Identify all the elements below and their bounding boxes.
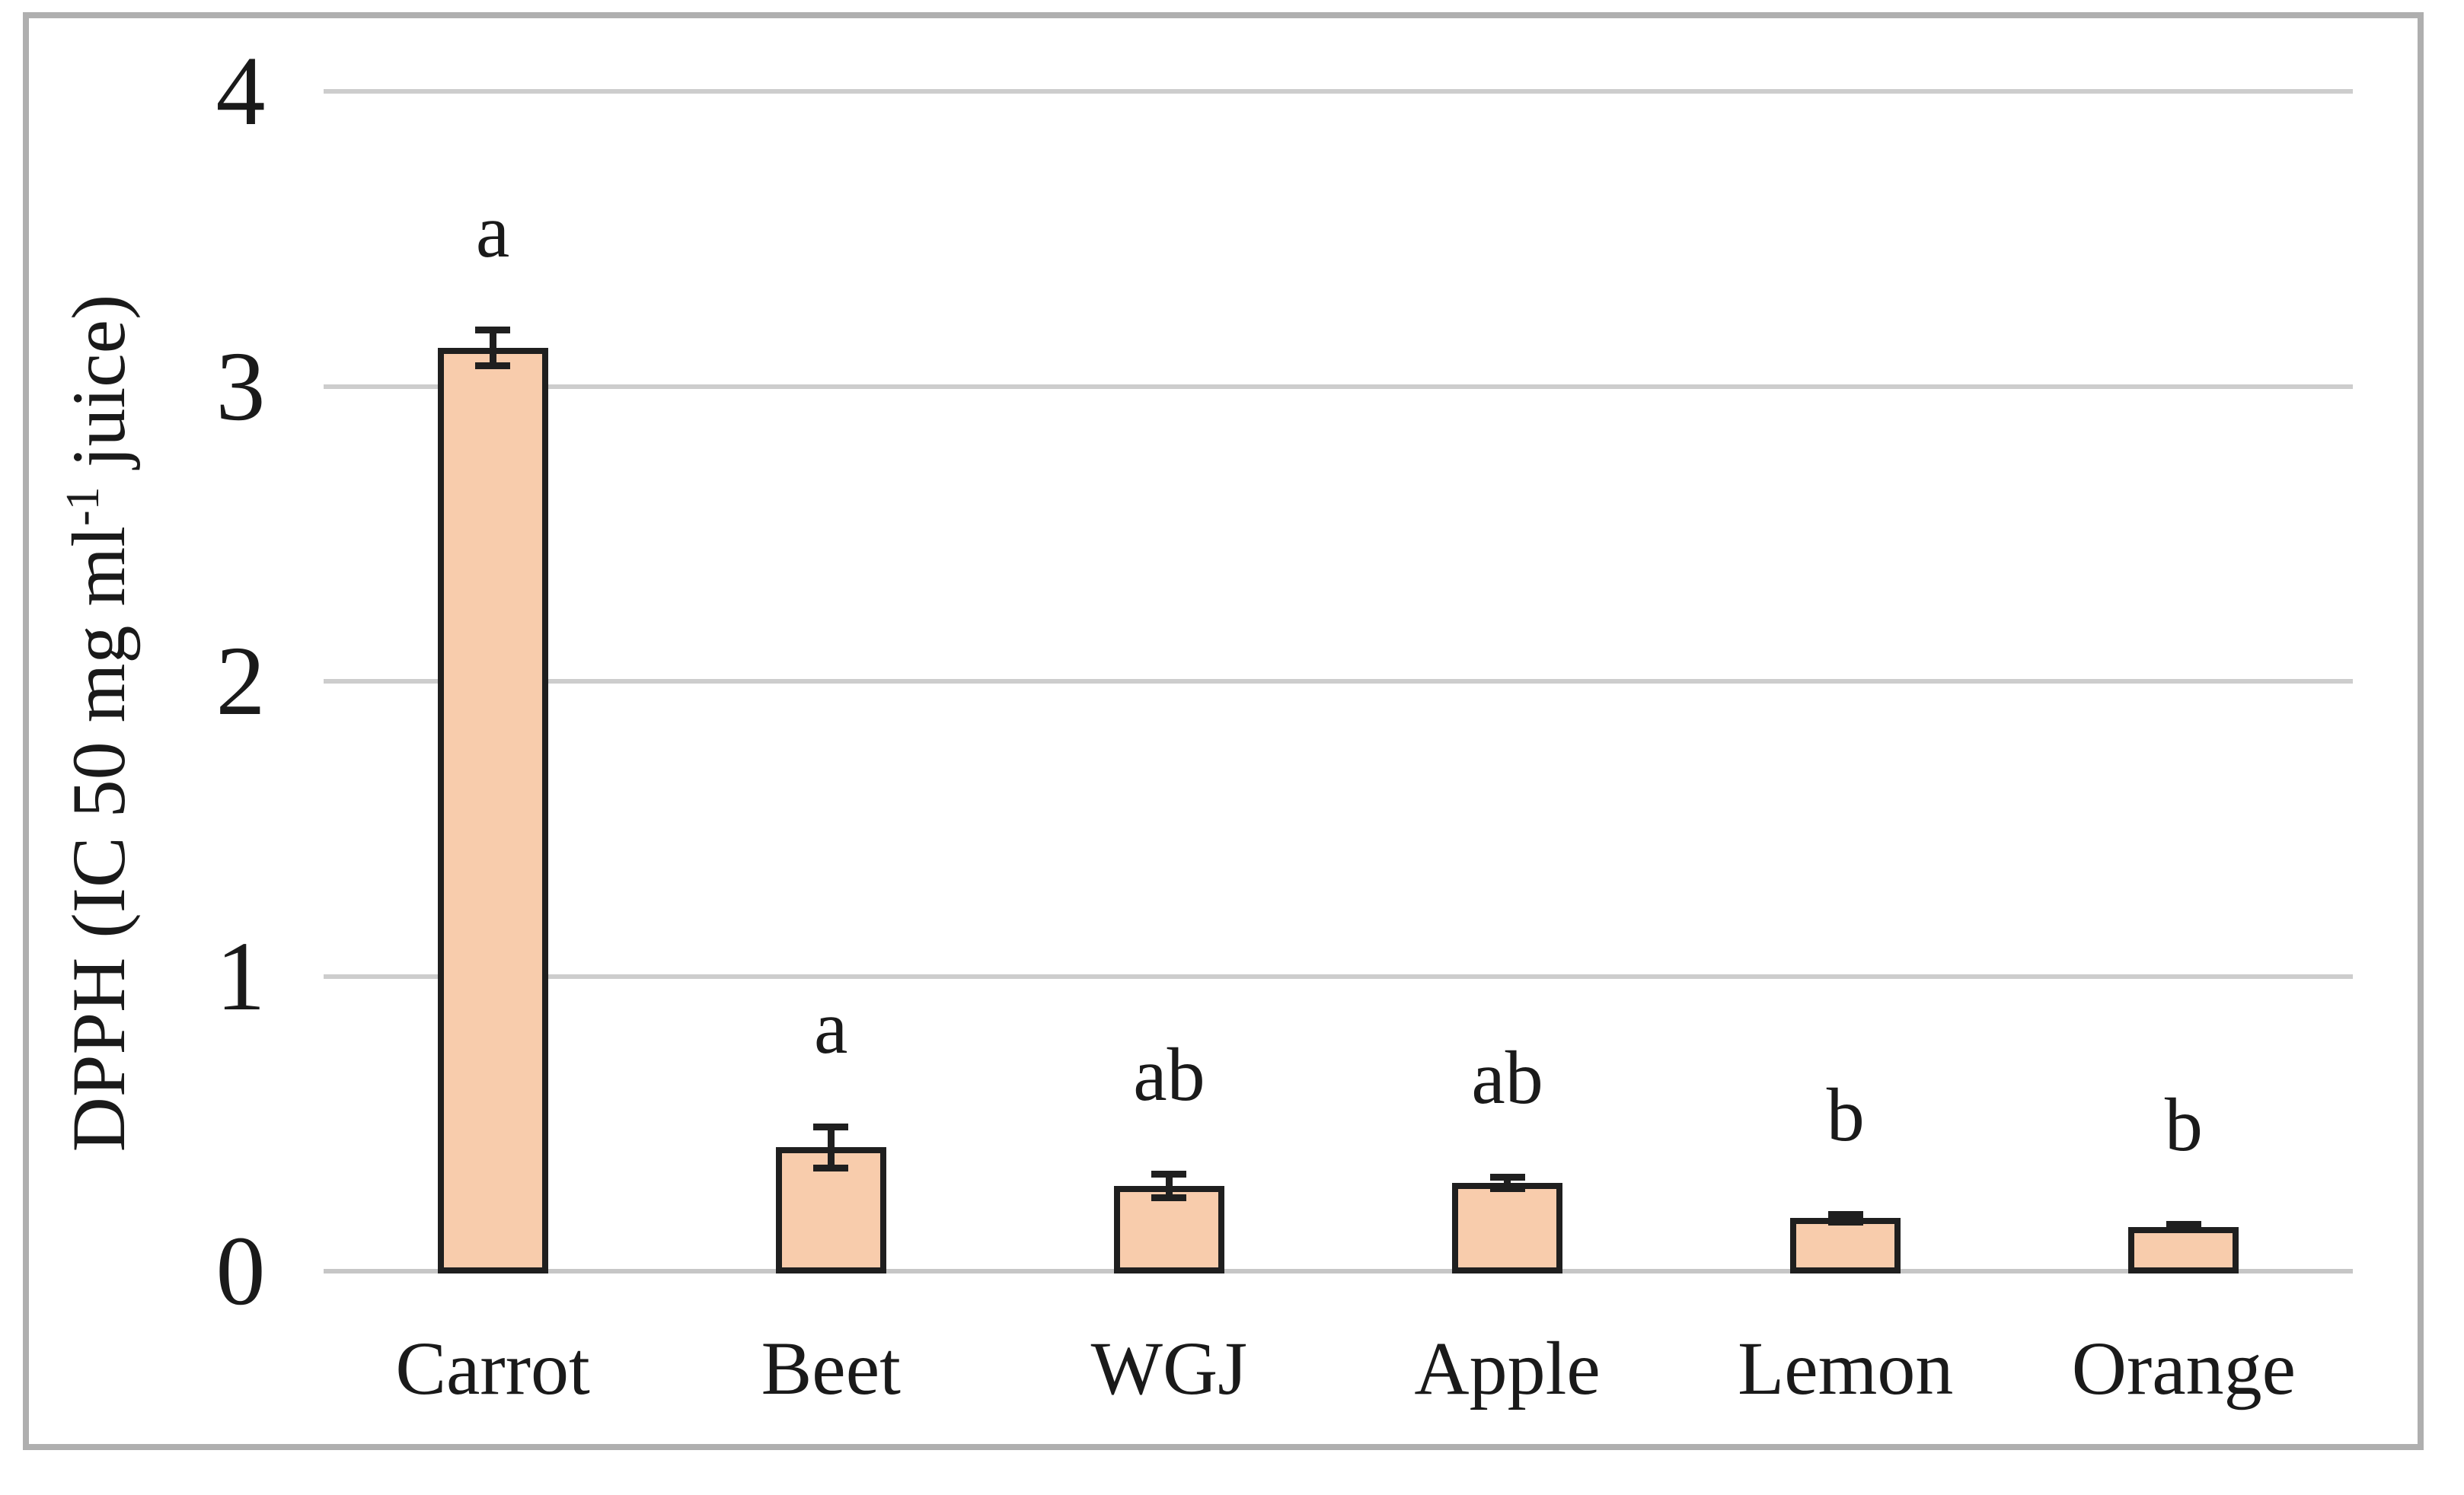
error-bar-cap-bottom [475, 362, 511, 369]
significance-letter: a [475, 188, 510, 273]
error-bar-cap-top [475, 327, 511, 334]
error-bar-cap-top [1489, 1173, 1525, 1181]
y-tick-label: 2 [215, 626, 266, 736]
category-label-orange: Orange [2071, 1326, 2296, 1411]
category-label-carrot: Carrot [395, 1326, 590, 1411]
gridline [324, 89, 2353, 94]
error-bar-stem [827, 1127, 835, 1168]
significance-letter: a [814, 985, 848, 1070]
error-bar-cap-bottom [1827, 1218, 1863, 1226]
gridline [324, 384, 2353, 389]
error-bar-cap-top [813, 1123, 849, 1130]
error-bar-stem [1165, 1174, 1173, 1198]
bar-lemon [1790, 1218, 1901, 1273]
category-label-lemon: Lemon [1738, 1326, 1954, 1411]
error-bar-cap-top [1827, 1210, 1863, 1218]
error-bar-cap-bottom [2166, 1226, 2201, 1234]
significance-letter: b [1826, 1073, 1865, 1158]
error-bar-stem [1842, 1214, 1850, 1222]
significance-letter: b [2164, 1082, 2203, 1167]
bar-apple [1452, 1182, 1563, 1273]
error-bar-cap-bottom [813, 1164, 849, 1171]
error-bar-cap-top [1151, 1170, 1187, 1178]
error-bar-stem [489, 330, 496, 366]
error-bar-cap-top [2166, 1220, 2201, 1228]
category-label-apple: Apple [1414, 1326, 1601, 1411]
category-label-wgj: WGJ [1090, 1326, 1248, 1411]
y-tick-label: 4 [215, 37, 266, 146]
gridline [324, 974, 2353, 979]
x-axis-baseline [324, 1269, 2353, 1273]
y-tick-label: 3 [215, 331, 266, 441]
category-label-beet: Beet [761, 1326, 901, 1411]
y-tick-label: 0 [215, 1216, 266, 1326]
error-bar-cap-bottom [1489, 1185, 1525, 1192]
significance-letter: ab [1133, 1032, 1205, 1117]
significance-letter: ab [1471, 1035, 1543, 1120]
bar-orange [2128, 1226, 2239, 1273]
error-bar-stem [1504, 1177, 1511, 1189]
y-tick-label: 1 [215, 921, 266, 1031]
bar-carrot [437, 348, 548, 1273]
error-bar-cap-bottom [1151, 1194, 1187, 1201]
gridline [324, 679, 2353, 684]
